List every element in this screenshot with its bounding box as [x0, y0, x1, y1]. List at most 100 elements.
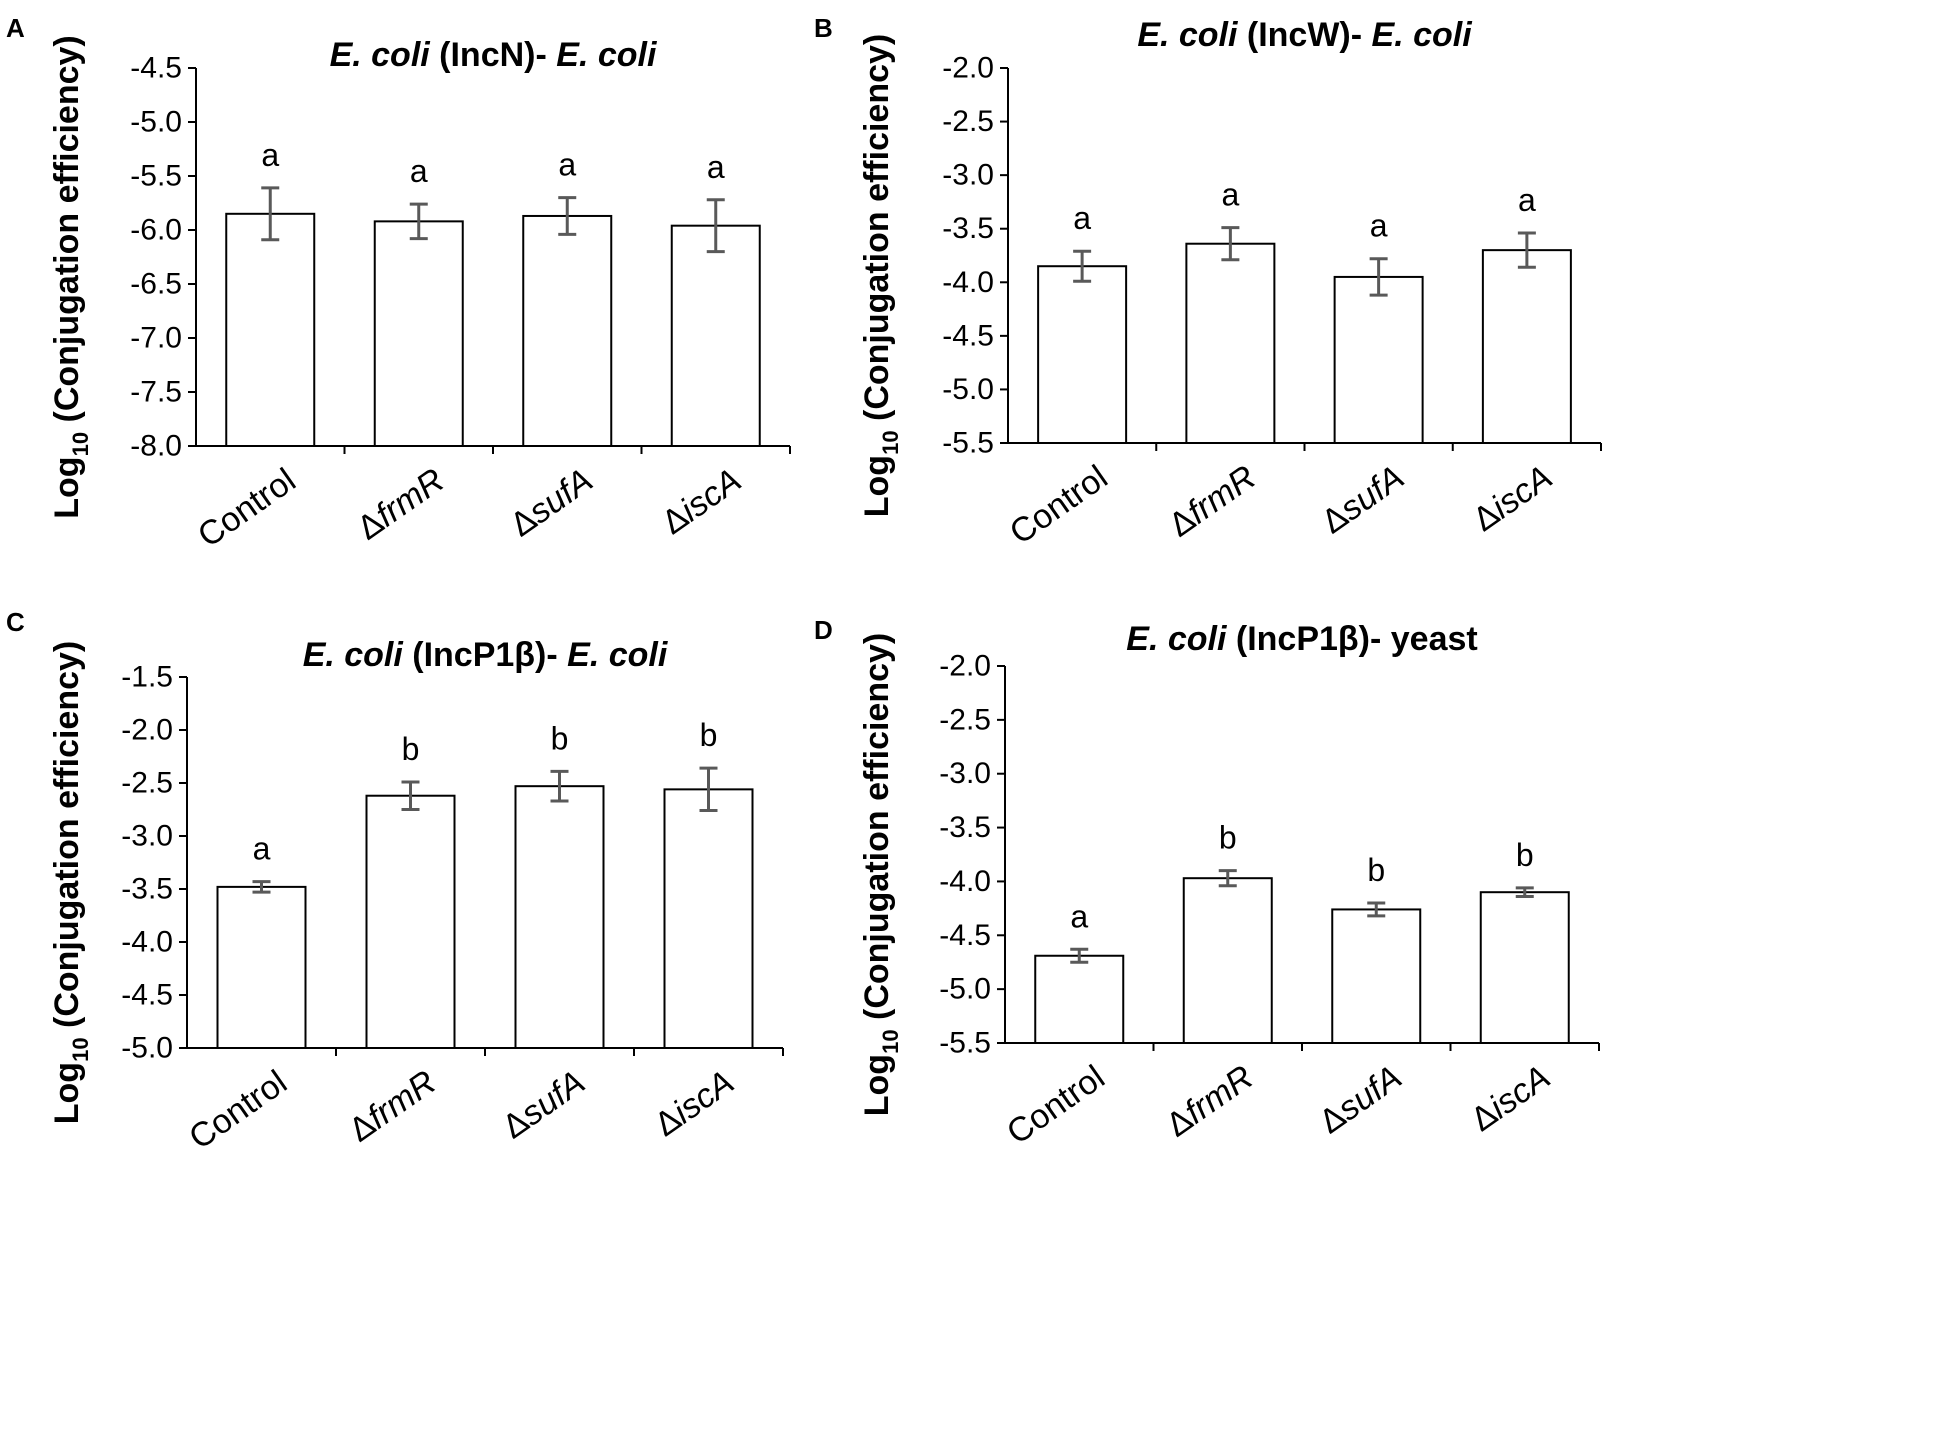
panel-d: D E. coli (IncP1β)- yeast Log10 (Conjugati…: [814, 615, 1600, 1152]
significance-letter: a: [1518, 182, 1536, 218]
bar: [1331, 908, 1422, 1044]
category-label: ΔiscA: [655, 461, 748, 542]
y-label-sub: 10: [68, 432, 93, 456]
y-tick-label: -2.5: [939, 703, 991, 736]
y-label-sub: 10: [878, 430, 903, 454]
y-axis-label: Log10 (Conjugation efficiency): [858, 34, 903, 517]
y-tick-label: -4.5: [939, 919, 991, 952]
bar: [373, 220, 464, 447]
bar: [1479, 891, 1570, 1045]
title-italic-post: E. coli: [556, 36, 658, 74]
y-tick-label: -3.0: [939, 757, 991, 790]
chart-title: E. coli (IncN)- E. coli: [330, 36, 658, 74]
category-label: ΔfrmR: [1159, 1058, 1260, 1144]
significance-letter: a: [1370, 208, 1388, 244]
bar: [1185, 242, 1276, 444]
significance-letter: a: [1221, 177, 1239, 213]
y-tick-label: -4.0: [939, 865, 991, 898]
category-label: Control: [191, 461, 303, 555]
panel-a: A E. coli (IncN)- E. coli Log10 (Conjugati…: [6, 13, 791, 555]
category-label: ΔfrmR: [350, 461, 451, 547]
y-label-sub: 10: [68, 1037, 93, 1061]
y-tick-label: -6.5: [130, 268, 182, 301]
y-tick-label: -3.0: [942, 159, 994, 192]
chart-title: E. coli (IncP1β)- E. coli: [303, 636, 669, 674]
y-tick-label: -2.5: [121, 767, 173, 800]
title-italic-pre: E. coli: [1126, 620, 1228, 658]
y-axis-label: Log10 (Conjugation efficiency): [858, 633, 903, 1116]
y-tick-label: -5.0: [939, 973, 991, 1006]
y-axis-label: Log10 (Conjugation efficiency): [48, 641, 93, 1124]
significance-letter: b: [700, 717, 718, 753]
chart-title: E. coli (IncW)- E. coli: [1137, 16, 1473, 54]
significance-letter: a: [410, 153, 428, 189]
y-tick-label: -4.0: [121, 926, 173, 959]
y-label-sub: 10: [878, 1029, 903, 1053]
title-italic-pre: E. coli: [303, 636, 405, 674]
significance-letter: a: [1073, 200, 1091, 236]
category-label: ΔsufA: [1312, 1058, 1408, 1141]
y-tick-label: -5.0: [130, 106, 182, 139]
bar: [1481, 249, 1572, 444]
y-tick-label: -4.5: [130, 52, 182, 85]
significance-letter: a: [1070, 898, 1088, 934]
panel-letter: C: [6, 607, 25, 637]
bar: [365, 794, 456, 1049]
title-mid: (IncN)-: [430, 36, 557, 74]
category-text: Control: [182, 1063, 294, 1157]
y-tick-label: -1.5: [121, 661, 173, 694]
bar: [663, 788, 754, 1049]
category-label: ΔiscA: [1464, 1058, 1557, 1139]
y-tick-label: -4.5: [121, 979, 173, 1012]
y-tick-label: -5.0: [942, 373, 994, 406]
y-tick-label: -3.5: [121, 873, 173, 906]
y-label-suffix: (Conjugation efficiency): [48, 35, 86, 432]
panel-letter: B: [814, 13, 833, 43]
category-label: Control: [182, 1063, 294, 1157]
bar: [1182, 877, 1273, 1044]
title-italic-post: E. coli: [1372, 16, 1474, 54]
y-tick-label: -7.5: [130, 376, 182, 409]
category-label: ΔsufA: [496, 1063, 592, 1146]
title-mid: (IncW)-: [1237, 16, 1371, 54]
category-label: Control: [1000, 1058, 1112, 1152]
y-label-prefix: Log: [48, 1062, 86, 1124]
chart-title: E. coli (IncP1β)- yeast: [1126, 620, 1477, 658]
y-tick-label: -2.0: [939, 650, 991, 683]
category-label: ΔiscA: [1466, 458, 1559, 539]
category-label: ΔsufA: [503, 461, 599, 544]
bar: [670, 224, 761, 447]
y-label-suffix: (Conjugation efficiency): [48, 641, 86, 1038]
significance-letter: a: [253, 831, 271, 867]
bar: [514, 785, 605, 1049]
y-tick-label: -6.0: [130, 214, 182, 247]
y-tick-label: -2.0: [121, 714, 173, 747]
y-tick-label: -7.0: [130, 322, 182, 355]
significance-letter: a: [707, 149, 725, 185]
panel-c: C E. coli (IncP1β)- E. coli Log10 (Conjuga…: [6, 607, 784, 1157]
y-tick-label: -2.5: [942, 105, 994, 138]
category-text: Control: [1003, 458, 1115, 552]
title-italic-pre: E. coli: [330, 36, 432, 74]
bar: [216, 885, 307, 1049]
category-text: Control: [1000, 1058, 1112, 1152]
significance-letter: b: [402, 731, 420, 767]
significance-letter: b: [1516, 837, 1534, 873]
y-tick-label: -2.0: [942, 52, 994, 85]
y-tick-label: -5.5: [130, 160, 182, 193]
bar: [522, 214, 613, 447]
category-label: ΔiscA: [648, 1063, 741, 1144]
category-label: ΔfrmR: [342, 1063, 443, 1149]
y-tick-label: -5.5: [942, 427, 994, 460]
y-tick-label: -8.0: [130, 430, 182, 463]
title-mid: (IncP1β)- yeast: [1226, 620, 1477, 658]
y-label-prefix: Log: [48, 456, 86, 518]
significance-letter: b: [551, 720, 569, 756]
significance-letter: a: [261, 137, 279, 173]
category-label: ΔsufA: [1315, 458, 1411, 541]
title-italic-post: E. coli: [567, 636, 669, 674]
bar: [225, 212, 316, 447]
bar: [1037, 265, 1128, 445]
y-label-prefix: Log: [858, 1054, 896, 1116]
